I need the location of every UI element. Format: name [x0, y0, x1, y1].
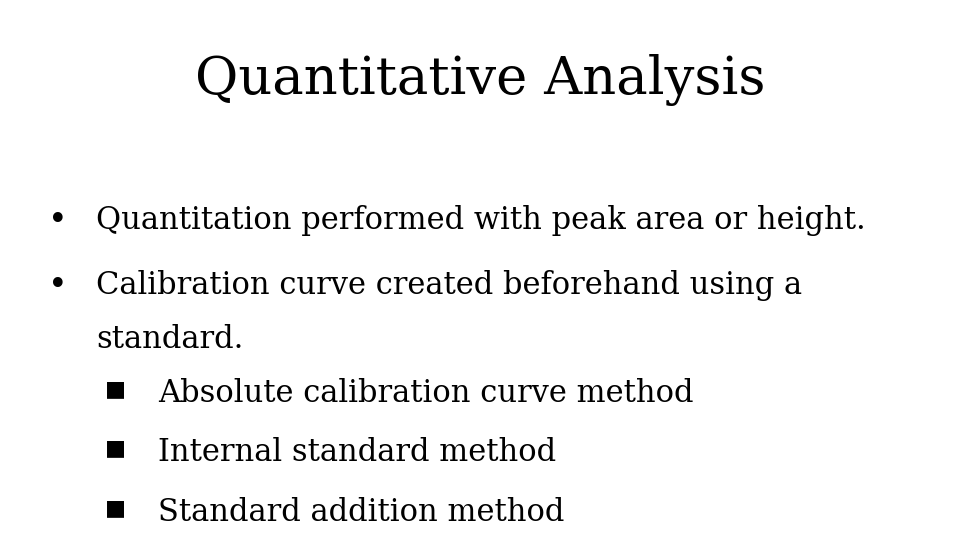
Text: •: • — [48, 205, 67, 237]
Text: •: • — [48, 270, 67, 302]
Text: Quantitation performed with peak area or height.: Quantitation performed with peak area or… — [96, 205, 866, 236]
Text: Internal standard method: Internal standard method — [158, 437, 557, 468]
Text: Quantitative Analysis: Quantitative Analysis — [195, 54, 765, 106]
Text: ■: ■ — [105, 378, 126, 400]
Text: ■: ■ — [105, 437, 126, 460]
Text: Absolute calibration curve method: Absolute calibration curve method — [158, 378, 694, 409]
Text: Calibration curve created beforehand using a: Calibration curve created beforehand usi… — [96, 270, 803, 301]
Text: Standard addition method: Standard addition method — [158, 497, 564, 528]
Text: standard.: standard. — [96, 324, 244, 355]
Text: ■: ■ — [105, 497, 126, 519]
